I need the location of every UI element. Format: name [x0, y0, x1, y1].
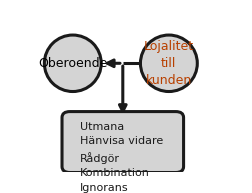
Text: Utmana
Hänvisa vidare
Rådgör
Kombination
Ignorans: Utmana Hänvisa vidare Rådgör Kombination… — [79, 122, 162, 193]
Ellipse shape — [44, 35, 101, 91]
FancyBboxPatch shape — [62, 112, 183, 173]
Text: Oberoende: Oberoende — [38, 57, 107, 70]
Ellipse shape — [140, 35, 197, 91]
Text: Lojalitet
till
kunden: Lojalitet till kunden — [143, 40, 193, 87]
